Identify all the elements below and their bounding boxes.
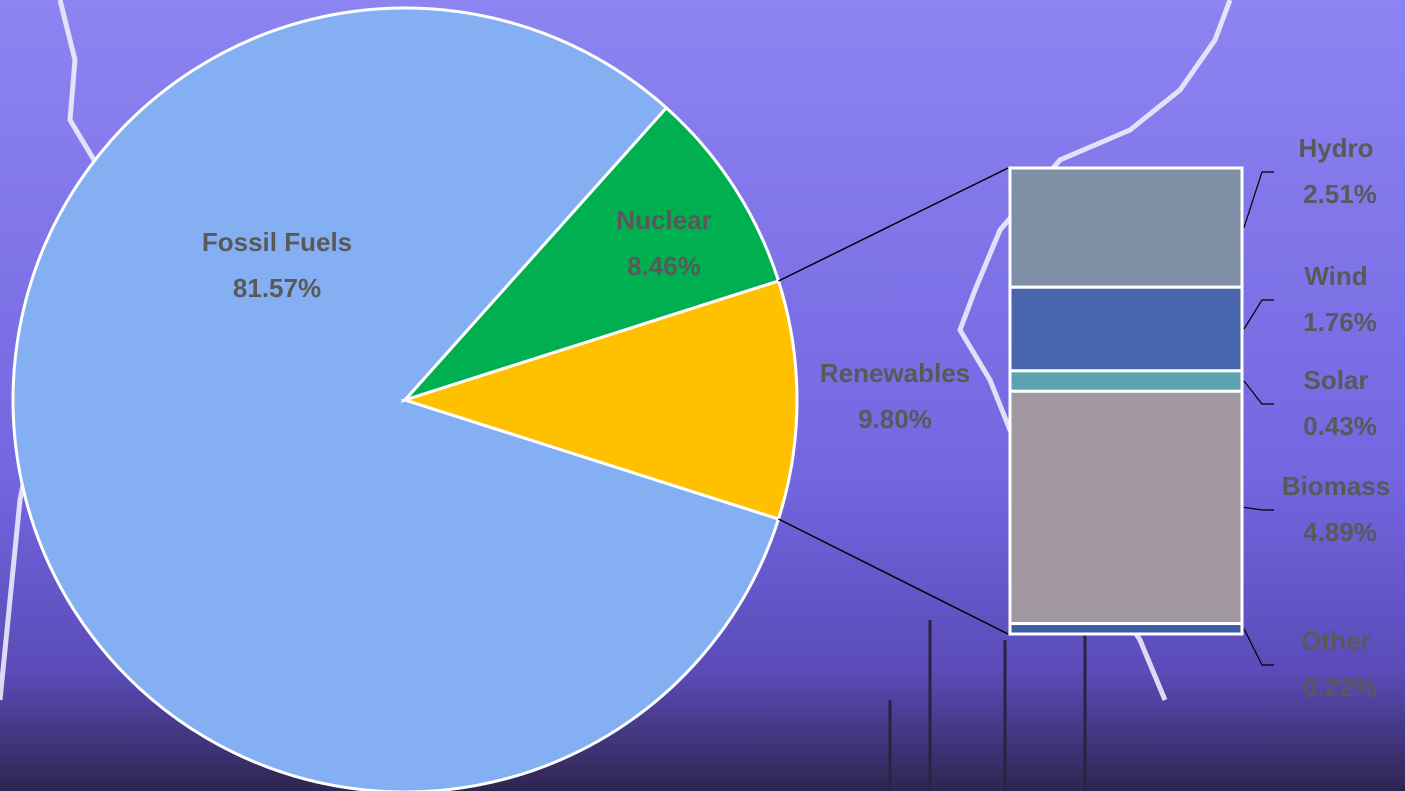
bar-segment — [1008, 622, 1244, 636]
connector-line — [778, 167, 1009, 282]
slice-value-label: 9.80% — [858, 404, 932, 434]
pie-slice — [11, 6, 781, 791]
slice-value-label: 81.57% — [233, 273, 321, 303]
slice-label: Renewables — [820, 358, 970, 388]
leader-line — [1243, 628, 1274, 666]
plot: Fossil Fuels 81.57% Nuclear 8.46% Renewables… — [11, 6, 1390, 791]
pie-slice — [400, 105, 781, 404]
slice-label: Nuclear — [616, 205, 711, 235]
segment-value-label: 1.76% — [1303, 307, 1377, 337]
segment-label: Biomass — [1282, 471, 1390, 501]
segment-label: Wind — [1304, 261, 1367, 291]
segment-label: Solar — [1303, 365, 1368, 395]
segment-label: Hydro — [1298, 133, 1373, 163]
pie-slice — [400, 279, 799, 521]
bar-segment — [1008, 369, 1244, 393]
segment-label: Other — [1301, 626, 1370, 656]
slice-value-label: 8.46% — [627, 251, 701, 281]
slice-label: Fossil Fuels — [202, 227, 352, 257]
connector-line — [778, 518, 1009, 635]
bar-segment — [1008, 166, 1244, 289]
segment-value-label: 2.51% — [1303, 179, 1377, 209]
leader-line — [1243, 506, 1274, 511]
leader-line — [1243, 380, 1274, 405]
segment-value-label: 4.89% — [1303, 517, 1377, 547]
bar-segment — [1008, 285, 1244, 373]
bar-segment — [1008, 389, 1244, 626]
poles — [888, 620, 1087, 791]
leader-line — [1243, 299, 1274, 330]
segment-value-label: 0.22% — [1303, 672, 1377, 702]
leader-line — [1243, 171, 1274, 228]
segment-value-label: 0.43% — [1303, 411, 1377, 441]
